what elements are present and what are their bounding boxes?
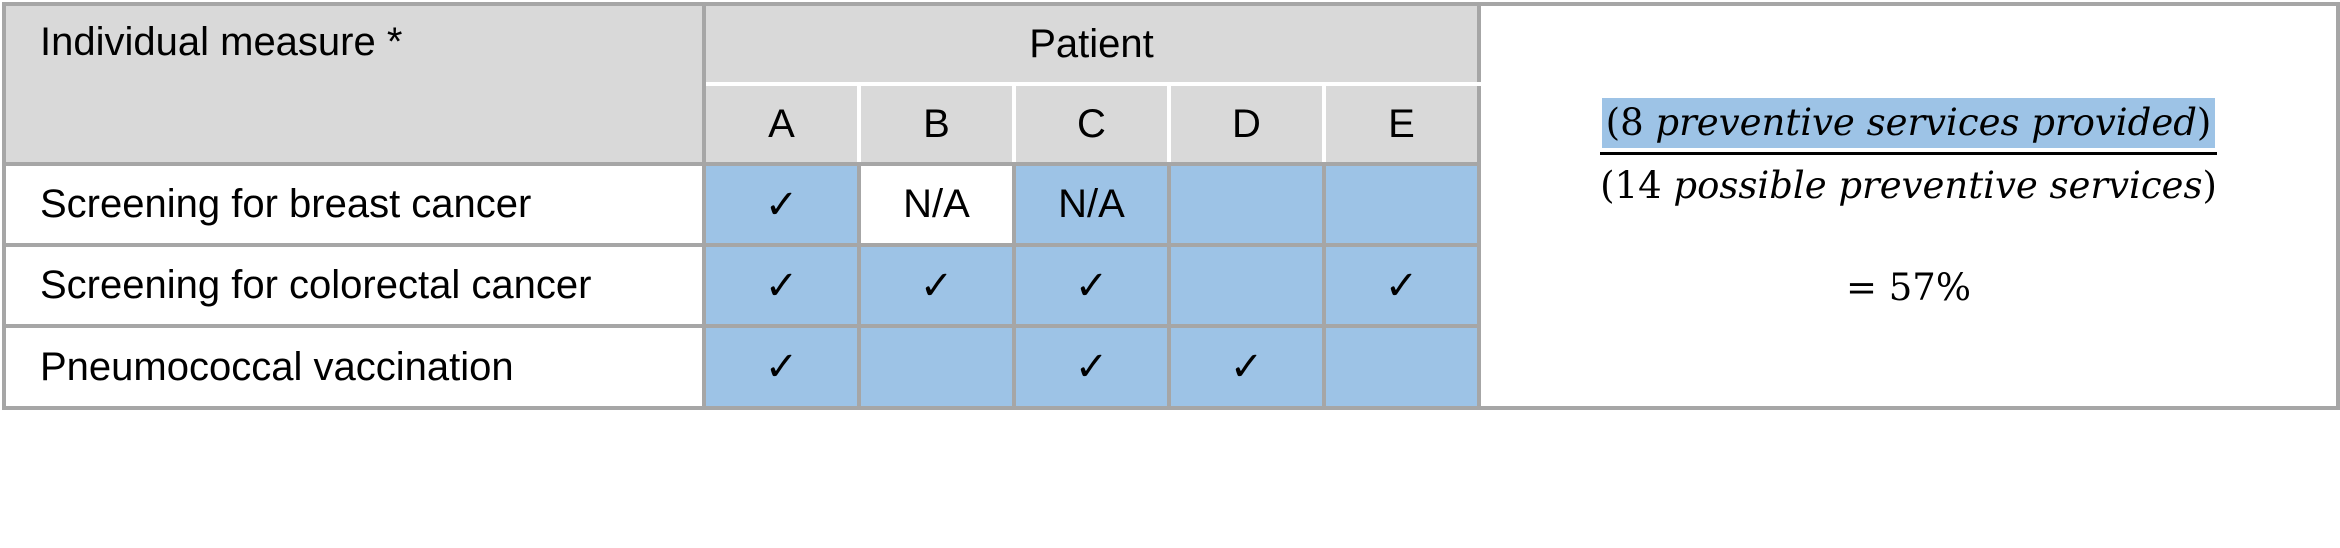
measure-label: Screening for colorectal cancer — [2, 243, 706, 328]
status-cell: N/A — [857, 162, 1016, 247]
fraction: (8 preventive services provided) (14 pos… — [1600, 98, 2217, 211]
percentage-formula: (8 preventive services provided) (14 pos… — [1481, 98, 2336, 313]
status-cell: ✓ — [1321, 243, 1482, 328]
fraction-bar — [1600, 152, 2217, 155]
fraction-denominator: (14 possible preventive services) — [1600, 164, 2217, 207]
preventive-services-table: Individual measure * Patient (8 preventi… — [2, 2, 2340, 410]
table-row: Screening for colorectal cancer ✓ ✓ ✓ ✓ — [2, 243, 2338, 328]
status-cell: ✓ — [1167, 324, 1326, 410]
header-row-2: A B C D E — [4, 82, 2338, 166]
fraction-numerator: (8 preventive services provided) — [1601, 98, 2216, 148]
measure-label: Pneumococcal vaccination — [2, 324, 706, 410]
patient-a-header: A — [702, 82, 861, 166]
status-cell: ✓ — [702, 243, 861, 328]
status-cell: ✓ — [702, 162, 861, 247]
status-cell: ✓ — [1012, 324, 1171, 410]
status-cell: ✓ — [1012, 243, 1171, 328]
formula-panel: (8 preventive services provided) (14 pos… — [1477, 2, 2340, 410]
status-cell: N/A — [1012, 162, 1171, 247]
status-cell — [1321, 324, 1482, 410]
table-row: Screening for breast cancer ✓ N/A N/A — [2, 162, 2338, 247]
header-row-1: Individual measure * Patient (8 preventi… — [2, 2, 2340, 410]
percentage-result: = 57% — [1846, 266, 1972, 309]
status-cell: ✓ — [702, 324, 861, 410]
patient-d-header: D — [1167, 82, 1326, 166]
individual-measure-header: Individual measure * — [2, 2, 706, 166]
status-cell — [857, 324, 1016, 410]
table-row: Pneumococcal vaccination ✓ ✓ ✓ — [2, 324, 2338, 410]
patient-c-header: C — [1012, 82, 1171, 166]
patient-e-header: E — [1321, 82, 1482, 166]
status-cell: ✓ — [857, 243, 1016, 328]
patient-header: Patient — [701, 2, 1482, 86]
patient-b-header: B — [857, 82, 1016, 166]
status-cell — [1167, 243, 1326, 328]
composite-measure-figure: Individual measure * Patient (8 preventi… — [2, 2, 2340, 410]
measure-label: Screening for breast cancer — [2, 162, 706, 247]
status-cell — [1167, 162, 1326, 247]
status-cell — [1321, 162, 1482, 247]
